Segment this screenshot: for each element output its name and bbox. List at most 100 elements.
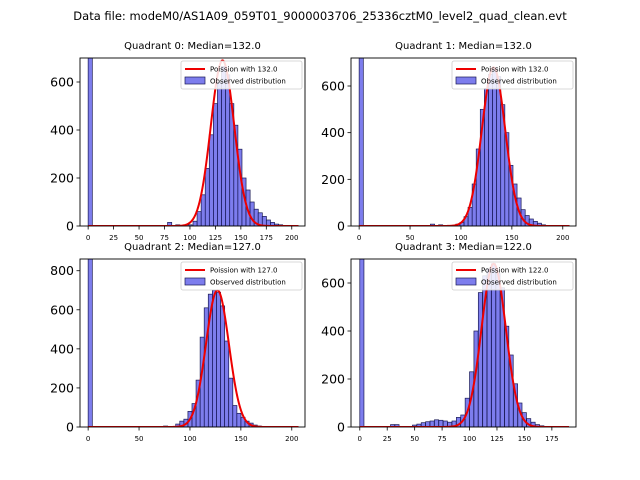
hist-bar: [200, 194, 206, 226]
hist-bar: [87, 259, 93, 427]
x-tick-label: 75: [438, 435, 447, 443]
y-tick-label: 0: [337, 420, 345, 435]
legend-bar-swatch: [184, 277, 206, 286]
panel-title: Quadrant 0: Median=132.0: [124, 41, 261, 52]
hist-bar: [225, 74, 231, 226]
legend: Poission with 122.0 Observed distribution: [451, 261, 574, 291]
x-tick-label: 125: [209, 234, 222, 242]
poisson-curve: [359, 262, 570, 427]
legend: Poission with 127.0 Observed distribution: [180, 261, 303, 291]
x-tick-label: 200: [556, 234, 569, 242]
legend-box: [451, 261, 574, 291]
x-tick-label: 0: [86, 435, 90, 443]
panels: 0 25 50 75 100 125 150 175 200 0 200 400 600 Quadrant…: [50, 41, 577, 443]
hist-bar: [496, 76, 502, 226]
axes-frame: [350, 57, 577, 227]
panel-1: 0 50 100 150 200 0 200 400 600 Quadrant 1: Median…: [321, 41, 577, 242]
y-tick-label: 0: [66, 420, 74, 435]
y-tick-label: 600: [50, 75, 74, 90]
y-tick-label: 400: [50, 341, 74, 356]
poisson-curve: [359, 66, 570, 226]
x-tick-label: 100: [463, 435, 476, 443]
x-tick-label: 75: [160, 234, 169, 242]
hist-bar: [236, 412, 242, 427]
y-tick-label: 600: [50, 302, 74, 317]
hist-bar: [187, 224, 193, 226]
x-tick-label: 100: [183, 234, 196, 242]
legend-bar-swatch: [455, 277, 477, 286]
y-tick-label: 200: [50, 171, 74, 186]
hist-bar: [220, 305, 226, 427]
hist-bar: [359, 259, 365, 427]
legend-label-poisson: Poission with 132.0: [481, 66, 549, 74]
y-tick-label: 400: [50, 123, 74, 138]
x-tick-label: 50: [135, 234, 144, 242]
hist-bar: [228, 377, 234, 427]
legend-bar-swatch: [184, 76, 206, 85]
x-tick-label: 25: [383, 435, 392, 443]
legend-label-observed: Observed distribution: [210, 78, 286, 86]
y-tick-label: 0: [66, 219, 74, 234]
hist-bar: [204, 168, 210, 226]
axes-frame: [79, 57, 306, 227]
x-tick-label: 125: [490, 435, 503, 443]
x-tick-label: 50: [410, 435, 419, 443]
x-tick-label: 150: [234, 435, 247, 443]
hist-bar: [492, 66, 498, 226]
hist-bar: [358, 58, 364, 226]
legend: Poission with 132.0 Observed distribution: [180, 60, 303, 90]
x-tick-label: 150: [505, 234, 518, 242]
panel-title: Quadrant 3: Median=122.0: [395, 242, 532, 253]
hist-bar: [217, 81, 222, 226]
legend-label-poisson: Poission with 127.0: [210, 267, 278, 275]
legend: Poission with 132.0 Observed distribution: [451, 60, 574, 90]
y-tick-label: 600: [321, 276, 345, 291]
hist-bar: [495, 273, 501, 427]
legend-box: [451, 60, 574, 90]
x-tick-label: 100: [454, 234, 467, 242]
panel-title: Quadrant 2: Median=127.0: [124, 242, 261, 253]
x-tick-label: 0: [86, 234, 90, 242]
hist-bar: [87, 58, 93, 226]
y-tick-label: 400: [321, 324, 345, 339]
hist-bar: [232, 405, 238, 427]
panel-0: 0 25 50 75 100 125 150 175 200 0 200 400 600 Quadrant…: [50, 41, 306, 242]
hist-bar: [224, 340, 230, 427]
panel-title: Quadrant 1: Median=132.0: [395, 41, 532, 52]
hist-bar: [208, 134, 214, 226]
hist-bar: [488, 73, 493, 226]
hist-bar: [394, 424, 400, 427]
x-tick-label: 0: [357, 234, 361, 242]
legend-label-poisson: Poission with 132.0: [210, 66, 278, 74]
y-tick-label: 200: [321, 372, 345, 387]
legend-box: [180, 261, 303, 291]
hist-bar: [221, 66, 227, 226]
legend-label-observed: Observed distribution: [481, 78, 557, 86]
x-tick-label: 50: [406, 234, 415, 242]
x-tick-label: 200: [285, 234, 298, 242]
x-tick-label: 200: [285, 435, 298, 443]
axes-frame: [79, 258, 306, 428]
hist-bar: [192, 220, 198, 226]
x-tick-label: 175: [545, 435, 558, 443]
x-tick-label: 100: [183, 435, 196, 443]
hist-bar: [196, 211, 202, 226]
y-tick-label: 200: [50, 380, 74, 395]
x-tick-label: 0: [358, 435, 362, 443]
hist-bar: [212, 289, 217, 427]
x-tick-label: 50: [135, 435, 144, 443]
legend-box: [180, 60, 303, 90]
panel-2: 0 50 100 150 200 0 200 400 600 800 Quadrant 2: Med…: [50, 242, 306, 443]
y-tick-label: 800: [50, 263, 74, 278]
y-tick-label: 400: [321, 125, 345, 140]
hist-bar: [477, 292, 483, 427]
x-tick-label: 25: [109, 234, 118, 242]
y-tick-label: 200: [321, 172, 345, 187]
hist-bar: [213, 103, 218, 226]
plot-area-0: [87, 58, 299, 226]
legend-bar-swatch: [455, 76, 477, 85]
hist-bar: [486, 268, 492, 427]
x-tick-label: 150: [518, 435, 531, 443]
legend-label-observed: Observed distribution: [481, 279, 557, 287]
